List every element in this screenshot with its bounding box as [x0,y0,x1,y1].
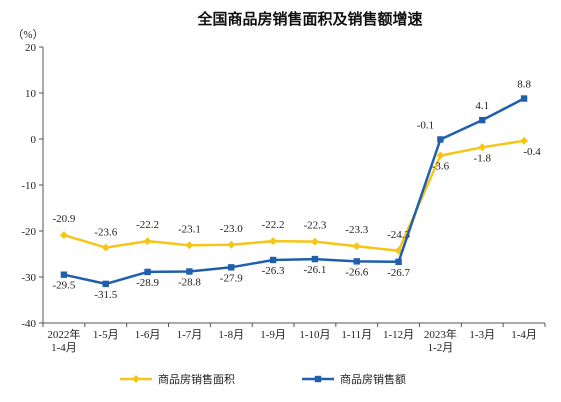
y-tick-label: 20 [25,42,37,54]
data-point [228,264,235,271]
x-tick-label: 1-11月 [341,329,372,341]
data-point [352,242,361,251]
data-label: -24.3 [387,229,410,241]
x-tick-label: 1-5月 [93,329,119,341]
data-point [520,136,529,145]
y-tick-label: 0 [31,134,37,146]
x-tick-label: 1-4月 [51,342,77,354]
data-point [144,268,151,276]
data-label: -0.1 [417,119,434,131]
data-label: -22.2 [136,219,159,231]
data-label: -1.8 [474,152,492,164]
x-tick-label: 2022年 [47,327,80,341]
y-tick-label: 10 [25,88,37,100]
legend-marker [132,375,140,383]
data-point [185,241,194,250]
data-label: -26.6 [345,266,368,278]
x-tick-label: 1-12月 [383,329,414,341]
x-tick-label: 1-2月 [428,342,454,354]
data-label: -23.1 [178,223,201,235]
data-label: -20.9 [52,213,75,225]
data-point [353,258,360,265]
data-point [59,231,68,240]
data-point [186,268,193,275]
data-label: 4.1 [475,100,489,112]
data-point [101,243,110,252]
x-tick-label: 1-8月 [218,329,244,341]
data-label: -23.0 [220,223,243,235]
data-label: -0.4 [523,146,541,158]
data-label: -28.9 [136,277,159,289]
data-point [478,143,487,152]
data-point [143,237,152,246]
x-tick-label: 1-9月 [260,329,286,341]
data-label: -26.3 [262,265,285,277]
y-tick-label: -40 [21,318,36,330]
data-point [227,240,236,249]
x-tick-label: 1-10月 [299,329,330,341]
x-tick-label: 1-7月 [177,329,203,341]
data-label: -22.3 [303,220,326,232]
legend-marker [314,375,322,383]
x-tick-label: 1-6月 [135,329,161,341]
x-tick-label: 1-4月 [511,329,537,341]
x-tick-label: 2023年 [424,327,457,341]
data-label: -27.9 [220,272,243,284]
data-point [395,258,402,266]
legend-label: 商品房销售额 [340,372,406,386]
data-point [479,116,486,124]
data-point [310,237,319,246]
data-label: -31.5 [94,289,117,301]
data-point [437,136,444,143]
data-point [269,256,277,264]
legend-label: 商品房销售面积 [158,372,235,386]
x-tick-label: 1-3月 [469,329,495,341]
data-label: -23.3 [345,224,368,236]
chart-title: 全国商品房销售面积及销售额增速 [196,10,422,28]
y-tick-label: -30 [21,272,36,284]
series-line [63,97,525,286]
data-label: -28.8 [178,276,201,288]
y-tick-label: -10 [21,180,36,192]
data-point [60,271,68,278]
legend: 商品房销售面积 商品房销售额 [120,372,406,386]
data-label: -26.7 [387,267,410,279]
series-layer: -20.9 -23.6 -22.2 -23.1 -23.0 -22.2 -22.3 -23.3… [52,79,541,301]
data-point [102,280,109,288]
data-point [311,255,319,263]
data-point [269,237,278,246]
y-tick-label: -20 [21,226,36,238]
data-label: 8.8 [517,79,531,91]
data-point [520,95,528,102]
data-label: -29.5 [52,280,75,292]
data-point [436,151,445,160]
data-label: -3.6 [432,161,450,173]
data-label: -22.2 [262,219,285,231]
data-label: -23.6 [94,227,117,239]
series-line [63,139,525,253]
y-axis-unit: （%） [12,28,43,41]
data-label: -26.1 [303,264,326,276]
